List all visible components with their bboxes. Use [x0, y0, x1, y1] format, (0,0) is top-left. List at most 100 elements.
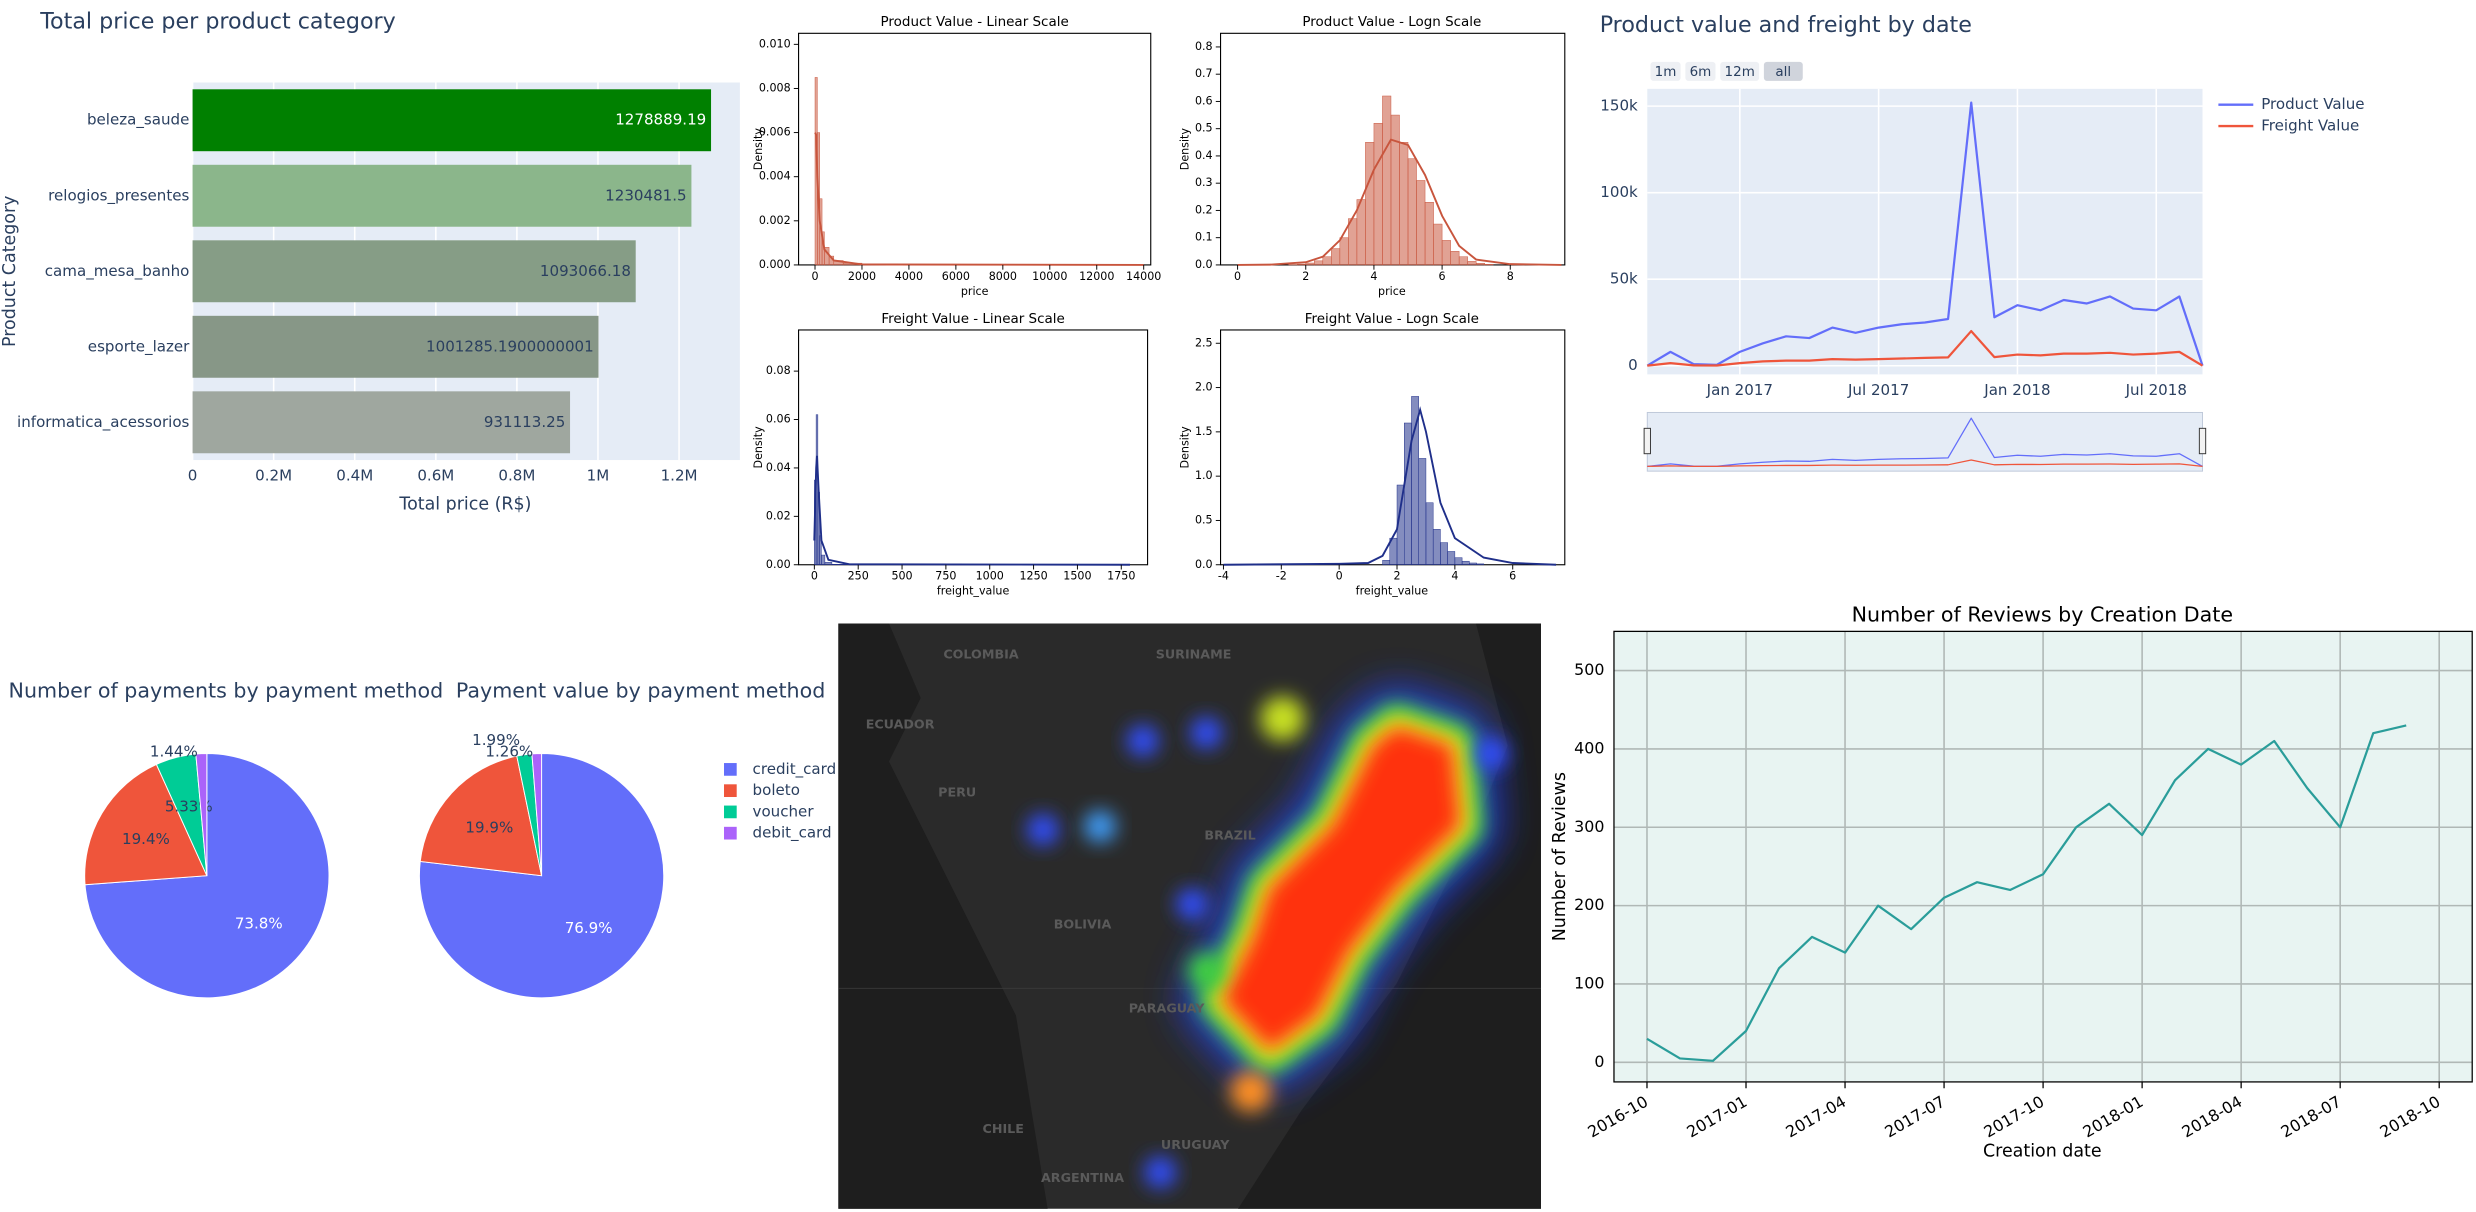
- histogram-bar: [1432, 529, 1441, 565]
- slice-label: 73.8%: [235, 914, 283, 932]
- heat-red: [1222, 726, 1461, 1051]
- y-tick-label: 0.6: [1195, 94, 1213, 107]
- y-axis-label: Density: [1179, 128, 1192, 171]
- slider-handle[interactable]: [1643, 427, 1651, 455]
- histogram-bar: [1373, 122, 1383, 266]
- x-tick-label: 8: [1507, 270, 1514, 283]
- slider-line: [1647, 417, 2203, 468]
- range-button[interactable]: [1685, 61, 1716, 81]
- heat-spot: [1475, 737, 1508, 770]
- y-tick-label: 0.000: [759, 258, 791, 271]
- x-tick-label: 2: [1393, 570, 1400, 583]
- map: COLOMBIA SURINAME ECUADOR PERU BRAZIL BO…: [838, 623, 1541, 1209]
- chart-title: Product value and freight by date: [1600, 12, 1972, 38]
- slice-label: 76.9%: [565, 919, 613, 937]
- x-tick-label: 0.2M: [255, 466, 292, 484]
- histogram-bar: [1454, 557, 1463, 565]
- y-axis-label: Density: [1179, 426, 1192, 469]
- y-tick-label: esporte_lazer: [88, 337, 190, 356]
- y-tick-label: 0.5: [1195, 513, 1213, 526]
- y-tick-label: 50k: [1610, 270, 1638, 288]
- range-button[interactable]: [1650, 61, 1681, 81]
- x-tick-label: Jan 2017: [1706, 381, 1773, 399]
- x-tick-label: 4000: [895, 270, 923, 283]
- x-tick-label: 1M: [587, 466, 610, 484]
- histogram-bar: [1447, 551, 1456, 565]
- heat-spot: [1230, 1070, 1272, 1113]
- range-button[interactable]: [1763, 61, 1803, 81]
- kde-line: [1237, 138, 1562, 266]
- range-slider[interactable]: [1646, 411, 2203, 472]
- histogram-bar: [1469, 562, 1477, 565]
- x-tick-label: 4: [1370, 270, 1377, 283]
- legend-label[interactable]: boleto: [753, 781, 800, 799]
- histogram-bar: [1440, 542, 1448, 565]
- histogram-bar: [1365, 142, 1375, 266]
- plot-frame: [1613, 630, 2473, 1083]
- legend-label[interactable]: voucher: [753, 802, 815, 820]
- series-line: [1646, 724, 2407, 1062]
- slice-label: 19.9%: [465, 818, 513, 836]
- heat-spot: [1260, 696, 1305, 741]
- x-tick-label: 1750: [1107, 570, 1135, 583]
- y-tick-label: 150k: [1600, 97, 1638, 115]
- slider-line: [1647, 459, 2203, 468]
- y-tick-label: 0.0: [1195, 558, 1213, 571]
- histogram-bar: [824, 562, 833, 565]
- x-tick-label: 2018-07: [2278, 1092, 2345, 1142]
- histogram-bar: [1314, 260, 1324, 266]
- y-tick-label: 0.02: [766, 509, 791, 522]
- histogram-bar: [1458, 256, 1468, 266]
- bar: [192, 164, 692, 227]
- legend-swatch[interactable]: [724, 826, 737, 840]
- slider-handle[interactable]: [2198, 427, 2207, 455]
- legend-swatch[interactable]: [724, 763, 737, 776]
- range-button-label[interactable]: all: [1775, 64, 1791, 80]
- chart-title: Payment value by payment method: [456, 679, 825, 703]
- y-tick-label: 0.4: [1195, 149, 1213, 162]
- legend-swatch[interactable]: [724, 805, 737, 819]
- x-tick-label: Jul 2018: [2125, 381, 2187, 399]
- legend-label[interactable]: debit_card: [753, 824, 832, 843]
- y-tick-label: relogios_presentes: [48, 186, 189, 205]
- histogram-bar: [1484, 264, 1494, 266]
- histogram-bar: [1476, 563, 1485, 565]
- x-tick-label: 2017-01: [1683, 1092, 1750, 1142]
- x-tick-label: 2: [1302, 270, 1309, 283]
- x-tick-label: 6: [1439, 270, 1446, 283]
- chart-title: Total price per product category: [39, 9, 395, 35]
- x-axis-label: freight_value: [937, 585, 1010, 598]
- y-tick-label: 0.06: [766, 413, 791, 426]
- y-tick-label: beleza_saude: [87, 111, 189, 130]
- x-tick-label: 750: [935, 570, 956, 583]
- x-tick-label: 2017-10: [1980, 1092, 2047, 1142]
- y-axis-label: Number of Reviews: [1550, 772, 1570, 941]
- histogram-bar: [1461, 560, 1470, 565]
- x-tick-label: 2018-10: [2377, 1092, 2444, 1142]
- legend-label[interactable]: credit_card: [753, 760, 837, 779]
- y-tick-label: 0.006: [759, 126, 791, 139]
- x-axis-label: price: [1378, 285, 1406, 298]
- x-tick-label: 2017-07: [1881, 1092, 1948, 1142]
- value-label: 1278889.19: [615, 111, 706, 129]
- map-label: BRAZIL: [1204, 828, 1255, 843]
- x-tick-label: 0.6M: [417, 466, 454, 484]
- plot-frame: [798, 32, 1152, 266]
- legend-swatch[interactable]: [724, 784, 737, 798]
- range-button-label[interactable]: 1m: [1655, 64, 1677, 80]
- x-tick-label: 2016-10: [1584, 1092, 1651, 1142]
- heat-spot: [1176, 888, 1208, 921]
- y-tick-label: 300: [1574, 817, 1604, 836]
- map-label: COLOMBIA: [943, 647, 1019, 662]
- x-axis-label: Total price (R$): [398, 494, 531, 514]
- plot-frame: [798, 329, 1149, 566]
- y-tick-label: 0.008: [759, 81, 791, 94]
- plot-frame: [1219, 329, 1566, 566]
- slice-label: 19.4%: [122, 830, 170, 848]
- range-button-label[interactable]: 6m: [1690, 64, 1712, 80]
- chart-title: Product Value - Linear Scale: [881, 14, 1069, 30]
- map-label: PARAGUAY: [1129, 1000, 1205, 1015]
- range-button[interactable]: [1720, 61, 1760, 81]
- range-button-label[interactable]: 12m: [1725, 64, 1755, 80]
